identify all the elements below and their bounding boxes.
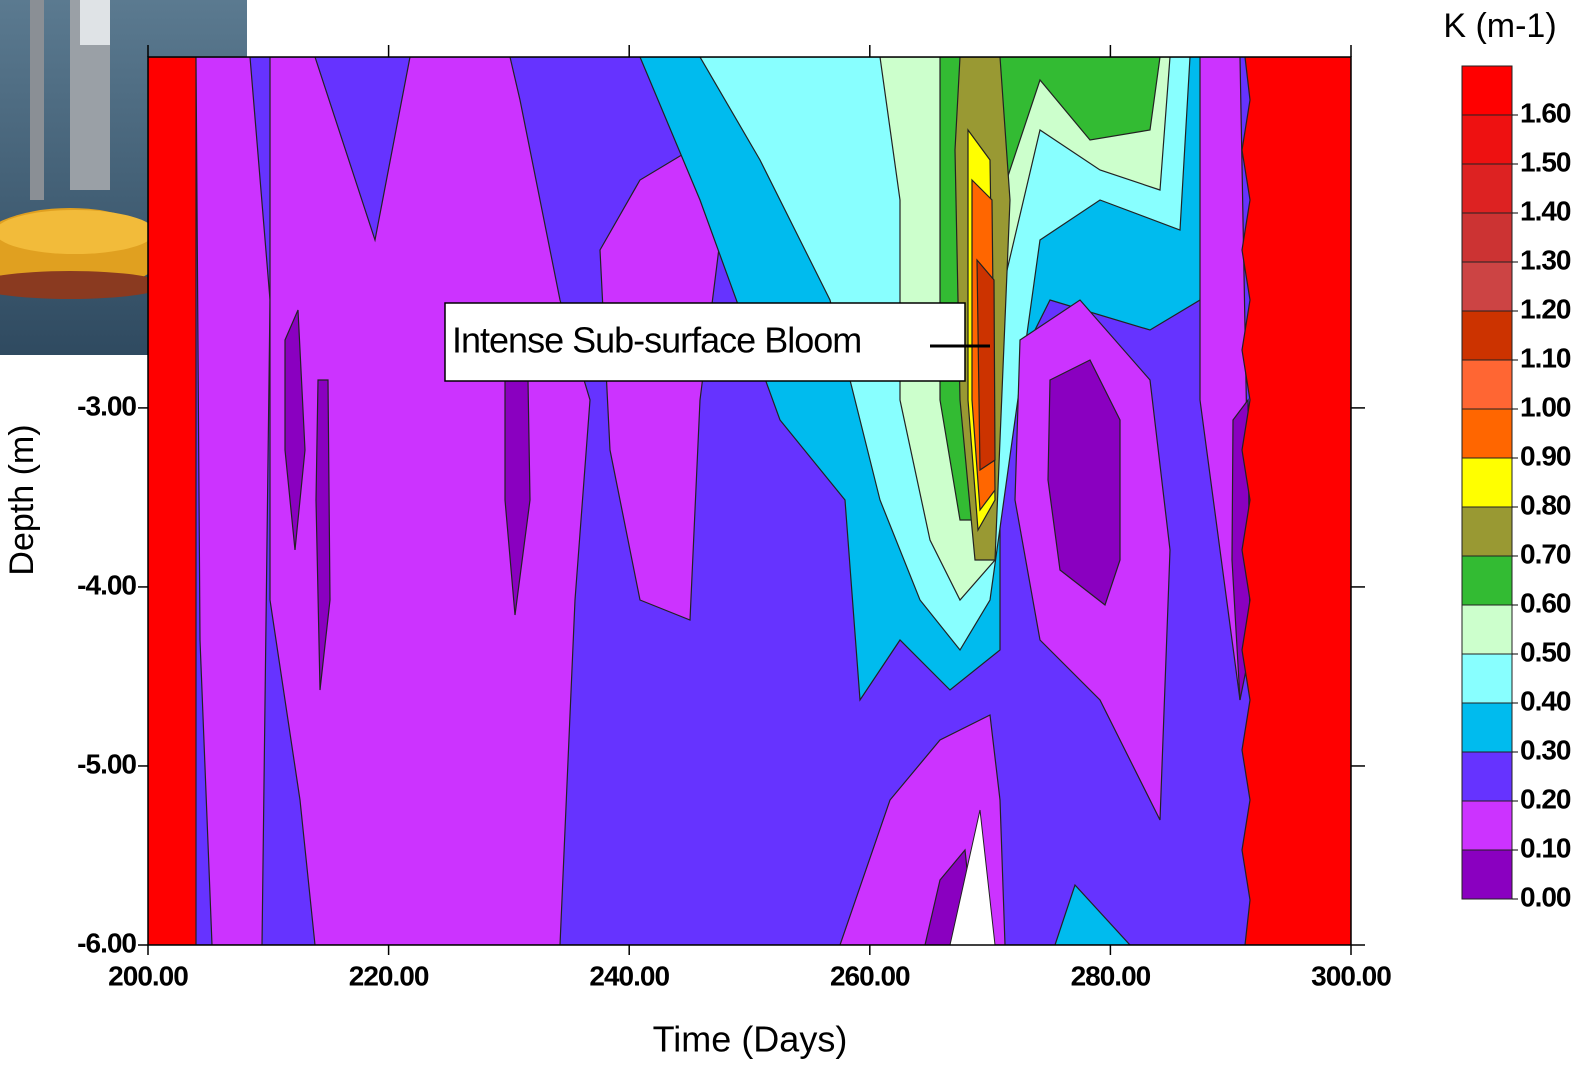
x-tick-label: 280.00	[1071, 960, 1151, 991]
x-tick-label: 240.00	[589, 960, 669, 991]
contour-band	[1047, 359, 1121, 606]
annotation-box	[444, 302, 966, 382]
annotation: Intense Sub-surface Bloom	[452, 320, 861, 361]
colorbar-label: 1.40	[1520, 195, 1571, 226]
colorbar-band	[1461, 604, 1513, 655]
contour-band	[1054, 883, 1131, 945]
colorbar-band	[1461, 653, 1513, 704]
y-tick-label: -3.00	[77, 390, 136, 421]
colorbar-label: 0.10	[1520, 832, 1571, 863]
colorbar-title: K (m-1)	[1443, 7, 1556, 45]
colorbar-label: 0.80	[1520, 489, 1571, 520]
contour-band	[195, 57, 271, 945]
colorbar-label: 1.60	[1520, 97, 1571, 128]
colorbar-label: 1.50	[1520, 146, 1571, 177]
colorbar-band	[1461, 359, 1513, 410]
colorbar-band	[1461, 212, 1513, 263]
colorbar-band	[1461, 408, 1513, 459]
colorbar-label: 1.30	[1520, 244, 1571, 275]
colorbar-label: 1.00	[1520, 391, 1571, 422]
contour-band	[1241, 57, 1351, 945]
x-tick-label: 200.00	[108, 960, 188, 991]
colorbar-band	[1461, 261, 1513, 312]
colorbar-label: 1.10	[1520, 342, 1571, 373]
x-axis-label: Time (Days)	[653, 1019, 848, 1060]
x-tick-label: 220.00	[349, 960, 429, 991]
colorbar-label: 0.30	[1520, 734, 1571, 765]
contour-band	[148, 57, 197, 945]
colorbar-band	[1461, 114, 1513, 165]
contour-field	[148, 57, 1351, 945]
x-tick-label: 260.00	[830, 960, 910, 991]
colorbar-band	[1461, 457, 1513, 508]
colorbar-label: 0.40	[1520, 685, 1571, 716]
contour-band	[284, 309, 306, 551]
colorbar-label: 0.50	[1520, 636, 1571, 667]
colorbar-band	[1461, 65, 1513, 116]
colorbar-band	[1461, 163, 1513, 214]
colorbar-label: 0.00	[1520, 881, 1571, 912]
colorbar-band	[1461, 555, 1513, 606]
colorbar-band	[1461, 751, 1513, 802]
contour-band	[599, 149, 721, 621]
colorbar-band	[1461, 702, 1513, 753]
contour-band	[976, 258, 996, 472]
colorbar-label: 0.90	[1520, 440, 1571, 471]
colorbar-band	[1461, 849, 1513, 900]
y-tick-label: -4.00	[77, 569, 136, 600]
y-axis-label: Depth (m)	[3, 424, 41, 575]
colorbar-label: 0.20	[1520, 783, 1571, 814]
colorbar-band	[1461, 800, 1513, 851]
plot-frame	[147, 56, 1352, 946]
no-data-region	[949, 809, 996, 945]
colorbar-label: 0.70	[1520, 538, 1571, 569]
colorbar-label: 0.60	[1520, 587, 1571, 618]
contour-band	[315, 379, 331, 691]
y-tick-label: -6.00	[77, 927, 136, 958]
colorbar-label: 1.20	[1520, 293, 1571, 324]
colorbar-band	[1461, 310, 1513, 361]
y-tick-label: -5.00	[77, 748, 136, 779]
colorbar-band	[1461, 506, 1513, 557]
x-tick-label: 300.00	[1311, 960, 1391, 991]
